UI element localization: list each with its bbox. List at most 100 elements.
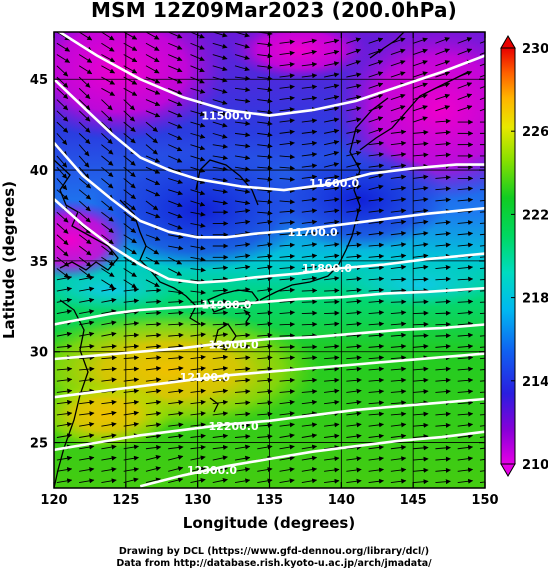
wind-arrow xyxy=(324,343,340,349)
wind-arrow xyxy=(212,377,229,383)
wind-arrow xyxy=(457,231,474,237)
wind-arrow xyxy=(279,422,295,428)
wind-arrow xyxy=(390,366,407,372)
wind-arrow xyxy=(145,234,161,241)
wind-arrow xyxy=(346,208,362,214)
wind-arrow xyxy=(368,298,385,304)
wind-arrow xyxy=(323,150,340,157)
wind-arrow xyxy=(101,211,114,222)
wind-arrow xyxy=(190,42,205,50)
wind-arrow xyxy=(145,200,159,211)
wind-arrow xyxy=(190,132,206,139)
wind-arrow xyxy=(346,184,362,191)
wind-arrow xyxy=(168,366,184,372)
wind-arrow xyxy=(435,456,451,462)
wind-arrow xyxy=(257,400,273,406)
wind-arrow xyxy=(346,343,362,349)
wind-arrow xyxy=(390,105,406,112)
wind-arrow xyxy=(390,230,407,236)
height-contour-line xyxy=(54,323,485,361)
wind-arrow xyxy=(234,287,251,293)
wind-arrow xyxy=(435,445,451,451)
wind-arrow xyxy=(101,433,117,439)
wind-arrow xyxy=(479,447,485,450)
wind-arrow xyxy=(101,200,114,211)
wind-arrow xyxy=(123,388,140,394)
wind-arrow xyxy=(324,106,340,112)
wind-arrow xyxy=(234,177,251,183)
wind-arrow xyxy=(368,310,385,316)
wind-arrow xyxy=(368,343,385,349)
wind-arrow xyxy=(145,422,162,428)
wind-arrow xyxy=(457,220,474,226)
wind-arrow xyxy=(56,178,68,191)
wind-arrow xyxy=(234,200,251,206)
wind-arrow xyxy=(479,436,485,438)
wind-arrow xyxy=(346,478,362,484)
wind-arrow xyxy=(79,343,95,349)
wind-arrow xyxy=(190,222,206,228)
wind-arrow xyxy=(301,140,318,146)
wind-arrow xyxy=(56,421,73,427)
wind-arrow xyxy=(190,299,206,305)
wind-arrow xyxy=(301,174,318,180)
wind-arrow xyxy=(479,312,485,315)
wind-arrow xyxy=(101,42,115,52)
wind-arrow xyxy=(56,121,69,133)
wind-arrow xyxy=(257,53,273,59)
wind-arrow xyxy=(346,298,362,304)
wind-arrow xyxy=(279,50,295,56)
wind-arrow xyxy=(479,85,485,89)
wind-arrow xyxy=(145,99,161,106)
wind-arrow xyxy=(123,377,140,383)
wind-arrow xyxy=(413,129,429,135)
wind-arrow xyxy=(346,377,362,383)
wind-arrow xyxy=(279,242,295,248)
wind-arrow xyxy=(56,65,69,77)
wind-arrow xyxy=(368,127,384,134)
wind-arrow xyxy=(234,455,251,461)
wind-arrow xyxy=(212,177,228,183)
wind-arrow xyxy=(212,455,228,461)
wind-arrow xyxy=(324,299,340,305)
wind-arrow xyxy=(101,366,117,372)
wind-arrow xyxy=(435,32,437,33)
height-contour-line xyxy=(54,286,485,326)
wind-arrow xyxy=(346,332,362,338)
wind-arrow xyxy=(346,287,362,293)
wind-arrow xyxy=(323,49,340,55)
wind-arrow xyxy=(413,71,428,78)
wind-arrow xyxy=(212,321,229,327)
wind-arrow xyxy=(56,478,73,484)
wind-arrow xyxy=(101,178,114,189)
wind-arrow xyxy=(368,389,385,395)
wind-arrow xyxy=(324,230,340,236)
wind-arrow xyxy=(457,310,474,316)
wind-arrow xyxy=(346,150,362,157)
wind-arrow xyxy=(435,186,451,192)
wind-arrow xyxy=(346,37,362,44)
wind-arrow xyxy=(123,268,137,277)
wind-arrow xyxy=(479,402,485,405)
wind-arrow xyxy=(279,298,295,304)
wind-arrow xyxy=(279,377,295,383)
wind-arrow xyxy=(212,433,229,439)
wind-arrow xyxy=(301,219,318,225)
wind-arrow xyxy=(123,87,138,96)
wind-arrow xyxy=(168,87,183,95)
wind-arrow xyxy=(279,231,295,237)
wind-arrow xyxy=(413,253,429,259)
wind-arrow xyxy=(168,321,184,327)
wind-arrow xyxy=(390,253,407,259)
wind-arrow xyxy=(212,299,229,305)
wind-arrow xyxy=(390,208,407,214)
wind-arrow xyxy=(257,275,273,281)
wind-arrow xyxy=(257,478,273,484)
wind-arrow xyxy=(190,332,206,338)
wind-arrow xyxy=(390,37,406,44)
wind-arrow xyxy=(368,287,385,293)
wind-arrow xyxy=(212,155,228,161)
wind-arrow xyxy=(168,444,184,450)
wind-arrow xyxy=(212,332,229,338)
wind-arrow xyxy=(101,279,115,289)
